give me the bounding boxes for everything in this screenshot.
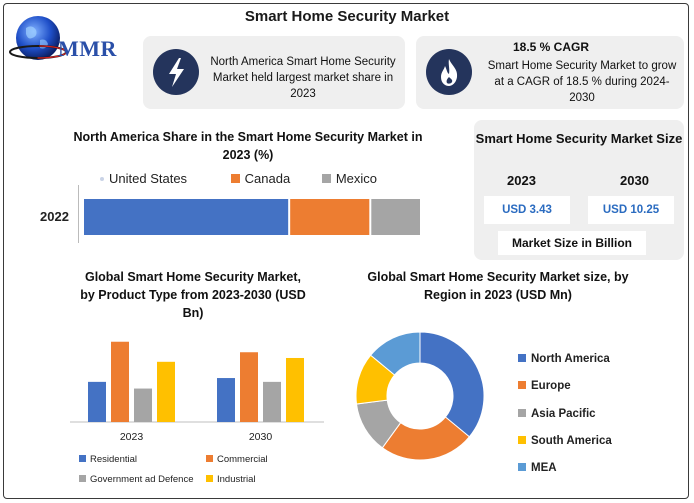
bar-industrial-2023 [157, 361, 175, 422]
bar-government-ad-defence-2023 [134, 388, 152, 422]
legend-item-government: Government ad Defence [79, 474, 194, 485]
na-share-category-label: 2022 [40, 209, 69, 224]
legend-label-government: Government ad Defence [90, 474, 194, 485]
legend-label-mexico: Mexico [335, 171, 378, 186]
globe-icon [9, 16, 67, 60]
market-size-year-2030: 2030 [620, 173, 649, 188]
bar-industrial-2030 [286, 357, 304, 422]
market-size-value-2023: USD 3.43 [484, 196, 570, 224]
flame-icon [426, 49, 472, 95]
north-america-text: North America Smart Home Security Market… [210, 56, 396, 100]
na-share-legend: United States Canada Mexico [100, 171, 395, 186]
legend-item-south-america: South America [518, 435, 612, 447]
legend-swatch-residential [79, 455, 86, 462]
cagr-text: Smart Home Security Market to grow at a … [487, 60, 677, 104]
logo-text: MMR [58, 36, 117, 61]
na-share-axis [78, 185, 79, 243]
region-donut-chart [355, 331, 485, 461]
legend-item-north-america: North America [518, 353, 610, 365]
legend-label-europe: Europe [531, 380, 571, 392]
bar-segment-mexico [371, 199, 420, 235]
bar-residential-2030 [217, 378, 235, 422]
legend-swatch-mea [518, 463, 526, 471]
market-size-year-2023: 2023 [507, 173, 536, 188]
legend-swatch-mexico [321, 174, 331, 183]
bar-government-ad-defence-2030 [263, 381, 281, 422]
na-share-title: North America Share in the Smart Home Se… [73, 130, 423, 162]
legend-item-europe: Europe [518, 380, 571, 392]
page-title: Smart Home Security Market [244, 8, 450, 25]
legend-item-mea: MEA [518, 462, 557, 474]
bar-segment-canada [290, 199, 370, 235]
cagr-heading: 18.5 % CAGR [512, 40, 590, 54]
north-america-card: North America Smart Home Security Market… [143, 36, 405, 109]
legend-item-industrial: Industrial [206, 474, 256, 485]
region-title: Global Smart Home Security Market size, … [367, 270, 629, 302]
market-size-value-2030: USD 10.25 [588, 196, 674, 224]
market-size-title: Smart Home Security Market Size [475, 131, 683, 146]
legend-label-industrial: Industrial [217, 474, 256, 485]
donut-slice-mea [369, 331, 421, 376]
infographic-frame [3, 3, 689, 499]
legend-item-residential: Residential [79, 454, 137, 465]
logo: MMR [8, 10, 140, 70]
legend-label-canada: Canada [244, 171, 291, 186]
legend-swatch-canada [230, 174, 240, 183]
na-share-chart [84, 199, 420, 235]
legend-label-north-america: North America [531, 353, 610, 365]
legend-label-mea: MEA [531, 462, 557, 474]
legend-swatch-south-america [518, 436, 526, 444]
cagr-card: 18.5 % CAGR Smart Home Security Market t… [416, 36, 684, 109]
legend-swatch-us [100, 177, 104, 181]
legend-item-us: United States [100, 171, 187, 186]
legend-swatch-north-america [518, 354, 526, 362]
lightning-icon [153, 49, 199, 95]
bar-commercial-2023 [111, 341, 129, 422]
legend-item-asia-pacific: Asia Pacific [518, 408, 596, 420]
product-type-title: Global Smart Home Security Market, by Pr… [80, 270, 306, 320]
legend-label-asia-pacific: Asia Pacific [531, 408, 596, 420]
market-size-card: Smart Home Security Market Size 2023 203… [474, 120, 684, 260]
legend-label-commercial: Commercial [217, 454, 268, 465]
legend-label-south-america: South America [531, 435, 612, 447]
legend-item-canada: Canada [230, 171, 291, 186]
legend-swatch-asia-pacific [518, 409, 526, 417]
legend-swatch-europe [518, 381, 526, 389]
bar-commercial-2030 [240, 352, 258, 422]
legend-label-us: United States [109, 171, 188, 186]
bar-segment-united-states [84, 199, 289, 235]
legend-item-mexico: Mexico [321, 171, 378, 186]
bar-residential-2023 [88, 381, 106, 422]
legend-swatch-commercial [206, 455, 213, 462]
x-tick-label-2030: 2030 [249, 431, 273, 443]
legend-item-commercial: Commercial [206, 454, 268, 465]
legend-label-residential: Residential [90, 454, 137, 465]
x-tick-label-2023: 2023 [120, 431, 144, 443]
market-size-unit: Market Size in Billion [498, 231, 646, 255]
product-type-chart: 2023 2030 [70, 341, 324, 443]
donut-slice-north-america [419, 331, 485, 438]
legend-swatch-government [79, 475, 86, 482]
legend-swatch-industrial [206, 475, 213, 482]
